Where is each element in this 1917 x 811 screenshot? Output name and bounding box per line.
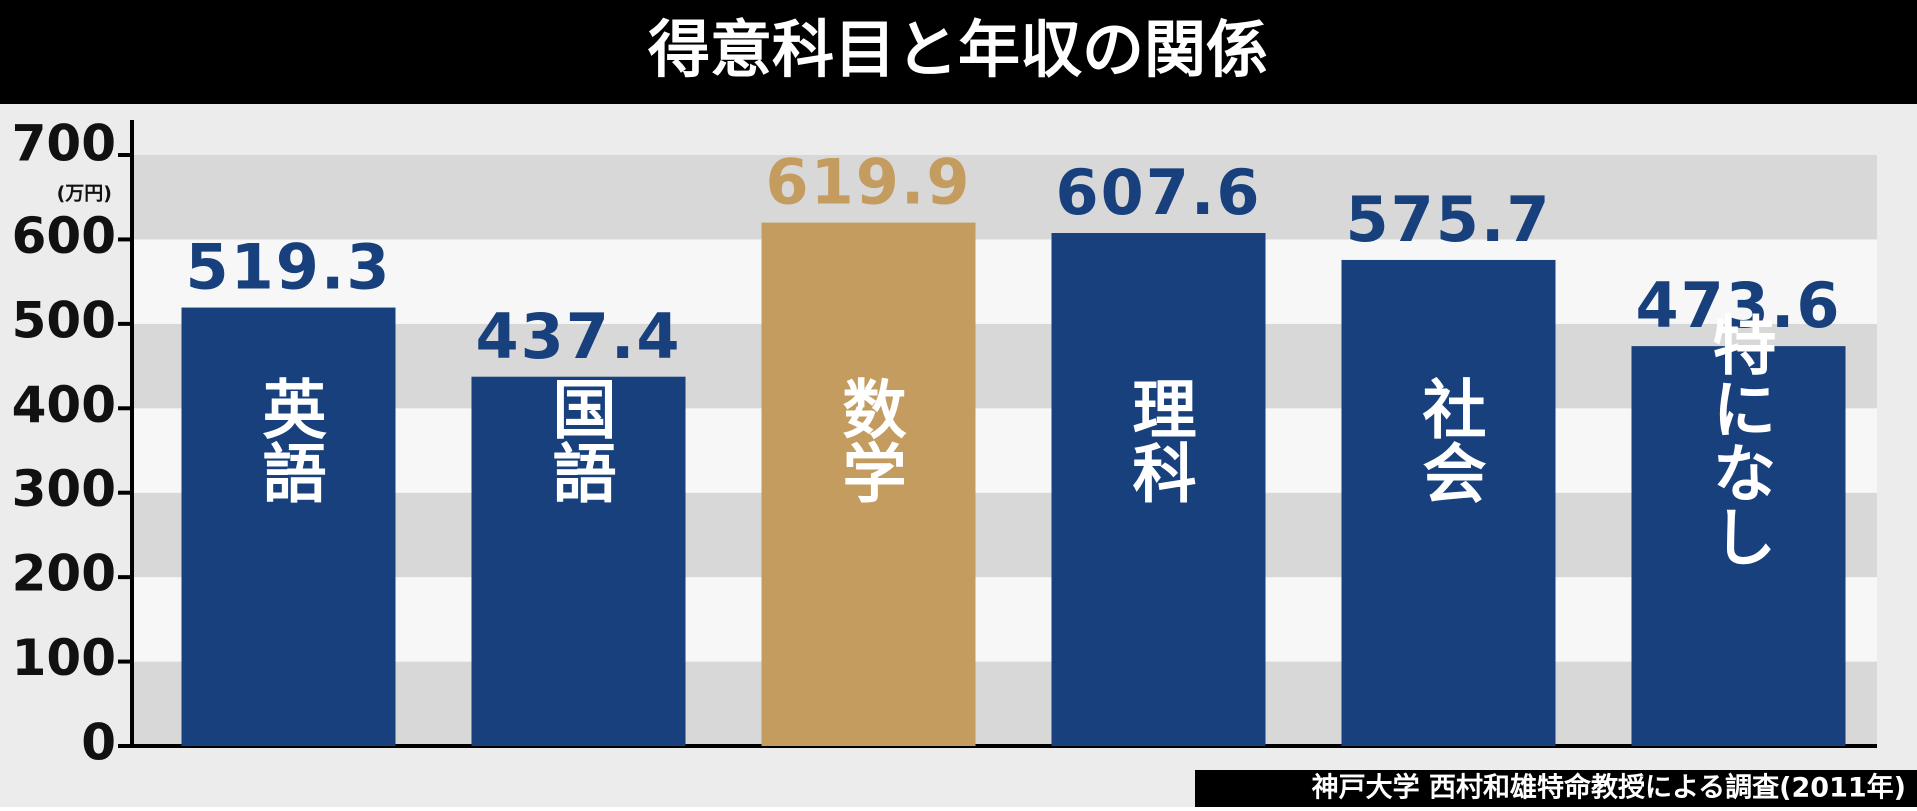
value-label: 607.6 [1055, 156, 1261, 229]
y-tick-label: 500 [12, 291, 116, 349]
category-label: 数学 [832, 376, 907, 504]
bar [471, 376, 686, 746]
y-tick-label: 600 [12, 207, 116, 265]
value-label: 619.9 [765, 146, 971, 219]
source-box [1195, 770, 1917, 807]
grid-band [132, 577, 1877, 662]
bar [1341, 259, 1556, 746]
bar [1631, 346, 1846, 746]
value-label: 519.3 [185, 231, 391, 304]
value-label: 437.4 [475, 300, 681, 373]
grid-band [132, 239, 1877, 324]
category-label: 理科 [1122, 376, 1197, 504]
chart-title: 得意科目と年収の関係 [648, 13, 1268, 86]
bar [761, 222, 976, 746]
category-label: 社会 [1412, 376, 1487, 504]
category-label: 英語 [252, 376, 327, 504]
y-tick-label: 400 [12, 376, 116, 434]
grid-band [132, 408, 1877, 493]
grid-band [132, 155, 1877, 240]
bar [1051, 233, 1266, 747]
category-label: 特になし [1702, 312, 1776, 568]
y-tick-label: 0 [81, 714, 116, 772]
value-label: 473.6 [1635, 269, 1841, 342]
bar [181, 307, 396, 746]
category-label: 国語 [542, 376, 616, 504]
source: 神戸大学 西村和雄特命教授による調査(2011年) [1312, 772, 1906, 804]
y-tick-label: 300 [12, 460, 116, 518]
grid-band [132, 323, 1877, 409]
y-tick-label: 200 [12, 545, 116, 603]
title-bar [0, 0, 1917, 104]
y-tick-label: 700 [12, 115, 116, 173]
y-unit: (万円) [57, 183, 112, 205]
y-tick-label: 100 [12, 629, 116, 687]
grid-band [132, 661, 1877, 746]
grid-band [132, 492, 1877, 578]
value-label: 575.7 [1345, 183, 1551, 256]
